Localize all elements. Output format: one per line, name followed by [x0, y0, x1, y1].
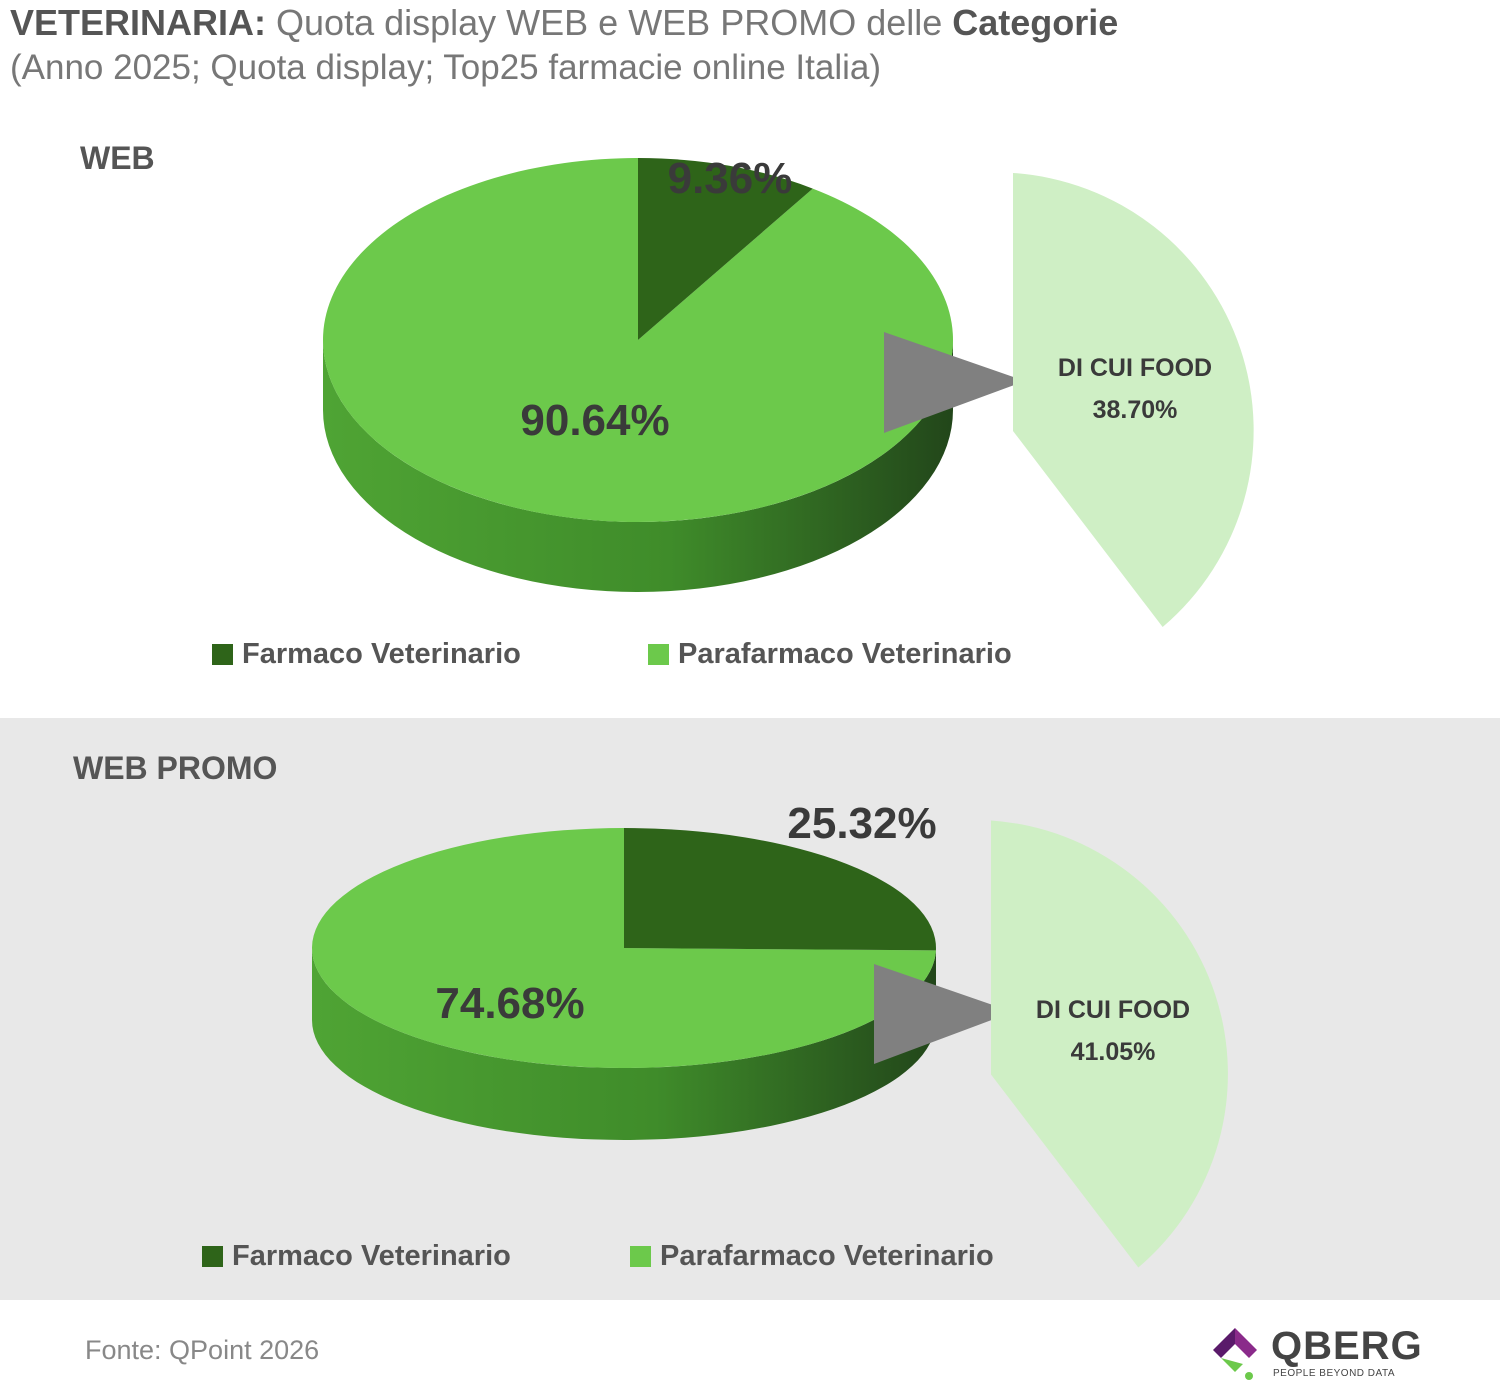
legend-label-farmaco: Farmaco Veterinario	[242, 638, 521, 670]
pie-chart-web: 90.64% 9.36% DI CUI FOOD 38.70%	[323, 154, 1254, 628]
title-bold-end: Categorie	[952, 2, 1119, 43]
pie-side-band	[323, 340, 953, 592]
legend-label-parafarmaco: Parafarmaco Veterinario	[660, 1240, 994, 1272]
pie-slice-parafarmaco	[312, 828, 936, 1069]
source-note: Fonte: QPoint 2026	[85, 1335, 320, 1365]
breakout-value: 38.70%	[1093, 396, 1178, 424]
pie-slice-parafarmaco	[323, 158, 954, 522]
section-title-web-promo: WEB PROMO	[73, 750, 278, 786]
chart-subtitle: (Anno 2025; Quota display; Top25 farmaci…	[10, 48, 882, 87]
panel-web: WEB 90.64% 9.36% DI CUI FOOD 38.70% Farmaco…	[80, 140, 1254, 671]
pie-slice-farmaco	[638, 158, 813, 340]
qberg-logo: QBERG PEOPLE BEYOND DATA	[1205, 1322, 1422, 1386]
legend-item-parafarmaco-web: Parafarmaco Veterinario	[648, 638, 1012, 671]
title-text: Quota display WEB e WEB PROMO delle	[276, 2, 943, 43]
legend-swatch-farmaco	[202, 1246, 223, 1267]
pie-chart-web-promo: 74.68% 25.32% DI CUI FOOD 41.05%	[312, 799, 1228, 1268]
logo-tagline: PEOPLE BEYOND DATA	[1273, 1368, 1395, 1379]
breakout-label: DI CUI FOOD	[1036, 996, 1190, 1024]
pie-side-band	[312, 948, 936, 1140]
pie-label-parafarmaco: 74.68%	[435, 979, 584, 1028]
breakout-arrow	[884, 332, 1025, 433]
legend-swatch-farmaco	[212, 644, 233, 665]
pie-slice-farmaco	[624, 828, 936, 951]
legend-label-farmaco: Farmaco Veterinario	[232, 1240, 511, 1272]
legend-item-farmaco-promo: Farmaco Veterinario	[202, 1240, 511, 1273]
chart-title: VETERINARIA: Quota display WEB e WEB PRO…	[10, 2, 1118, 44]
panel-web-promo: WEB PROMO 74.68% 25.32% DI CUI FOOD 41.05% …	[73, 750, 1228, 1273]
logo-wordmark: QBERG	[1271, 1324, 1423, 1368]
pie-label-parafarmaco: 90.64%	[520, 396, 669, 445]
legend-swatch-parafarmaco	[648, 644, 669, 665]
breakout-value: 41.05%	[1071, 1038, 1156, 1066]
qberg-logo-icon	[1213, 1328, 1257, 1380]
legend-item-farmaco-web: Farmaco Veterinario	[212, 638, 521, 671]
pie-label-farmaco: 9.36%	[668, 154, 793, 203]
legend-label-parafarmaco: Parafarmaco Veterinario	[678, 638, 1012, 670]
breakout-arrow	[874, 964, 1013, 1064]
breakout-label: DI CUI FOOD	[1058, 354, 1212, 382]
pie-label-farmaco: 25.32%	[787, 799, 936, 848]
title-bold: VETERINARIA:	[10, 2, 267, 43]
breakout-wedge-food	[991, 820, 1228, 1268]
breakout-wedge-food	[1013, 172, 1254, 628]
section-title-web: WEB	[80, 140, 155, 176]
legend-swatch-parafarmaco	[630, 1246, 651, 1267]
legend-item-parafarmaco-promo: Parafarmaco Veterinario	[630, 1240, 994, 1273]
